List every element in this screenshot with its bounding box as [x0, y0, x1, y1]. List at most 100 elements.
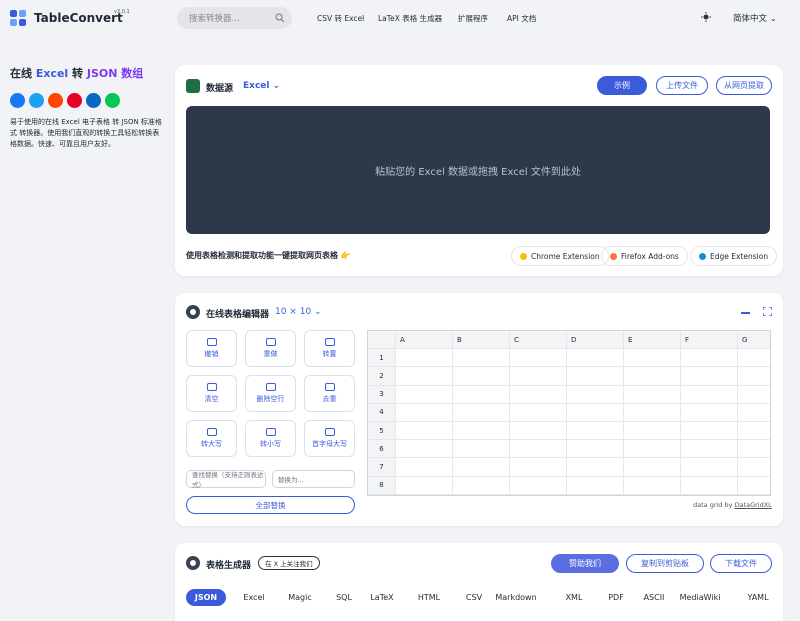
linkedin[interactable]	[86, 93, 101, 108]
extension-link[interactable]: Firefox Add-ons	[601, 246, 688, 266]
cell[interactable]	[396, 422, 453, 441]
cell[interactable]	[453, 367, 510, 386]
cell[interactable]	[567, 440, 624, 459]
format-select[interactable]: Excel ⌄	[243, 81, 281, 91]
size-select[interactable]: 10 × 10 ⌄	[275, 307, 322, 317]
cell[interactable]	[453, 403, 510, 422]
dropzone[interactable]: 粘贴您的 Excel 数据或拖拽 Excel 文件到此处	[186, 106, 770, 234]
nav-link[interactable]: 扩展程序	[458, 14, 488, 23]
format-tab[interactable]: CSV	[465, 593, 483, 602]
cell[interactable]	[396, 385, 453, 404]
cell[interactable]	[453, 458, 510, 477]
cell[interactable]	[453, 476, 510, 495]
cell[interactable]	[681, 422, 738, 441]
cell[interactable]	[510, 422, 567, 441]
cell[interactable]	[738, 404, 770, 422]
search-box[interactable]: 搜索转换器...	[177, 7, 292, 29]
pinterest[interactable]	[67, 93, 82, 108]
cell[interactable]	[738, 386, 770, 404]
format-tab[interactable]: MediaWiki	[679, 593, 721, 602]
format-tab[interactable]: SQL	[336, 593, 352, 602]
cell[interactable]	[738, 458, 770, 477]
cell[interactable]	[396, 349, 453, 368]
line[interactable]	[105, 93, 120, 108]
cell[interactable]	[510, 385, 567, 404]
nav-link[interactable]: LaTeX 表格 生成器	[378, 14, 443, 23]
tool-button[interactable]: 撤销	[186, 330, 237, 367]
theme-toggle[interactable]	[701, 12, 711, 22]
cell[interactable]	[396, 458, 453, 477]
cell[interactable]	[567, 422, 624, 441]
cell[interactable]	[624, 458, 681, 477]
cell[interactable]	[738, 367, 770, 386]
tool-button[interactable]: 转置	[304, 330, 355, 367]
cell[interactable]	[624, 422, 681, 441]
cell[interactable]	[567, 385, 624, 404]
cell[interactable]	[624, 367, 681, 386]
format-tab[interactable]: Markdown	[495, 593, 537, 602]
format-tab[interactable]: HTML	[417, 593, 441, 602]
source-button[interactable]: 从网页提取	[716, 76, 772, 95]
tool-button[interactable]: 转小写	[245, 420, 296, 457]
nav-link[interactable]: CSV 转 Excel	[317, 14, 365, 23]
format-tab[interactable]: PDF	[608, 593, 624, 602]
cell[interactable]	[681, 367, 738, 386]
cell[interactable]	[453, 422, 510, 441]
format-tab[interactable]: XML	[565, 593, 583, 602]
generator-button[interactable]: 赞助我们	[551, 554, 619, 573]
extension-link[interactable]: Chrome Extension	[511, 246, 609, 266]
cell[interactable]	[738, 422, 770, 441]
language-select[interactable]: 简体中文 ⌄	[733, 14, 777, 24]
cell[interactable]	[567, 476, 624, 495]
cell[interactable]	[510, 403, 567, 422]
minimize[interactable]	[741, 312, 750, 314]
cell[interactable]	[396, 476, 453, 495]
replace-all-button[interactable]: 全部替换	[186, 496, 355, 514]
cell[interactable]	[396, 367, 453, 386]
cell[interactable]	[624, 476, 681, 495]
cell[interactable]	[681, 403, 738, 422]
cell[interactable]	[396, 440, 453, 459]
format-tab[interactable]: YAML	[747, 593, 769, 602]
fullscreen[interactable]	[763, 307, 772, 316]
reddit[interactable]	[48, 93, 63, 108]
find-input[interactable]: 查找替换（支持正则表达式）	[186, 470, 266, 489]
cell[interactable]	[624, 403, 681, 422]
twitter[interactable]	[29, 93, 44, 108]
cell[interactable]	[681, 385, 738, 404]
cell[interactable]	[681, 349, 738, 368]
cell[interactable]	[453, 440, 510, 459]
cell[interactable]	[624, 349, 681, 368]
tool-button[interactable]: 首字母大写	[304, 420, 355, 457]
cell[interactable]	[567, 403, 624, 422]
format-tab[interactable]: ASCII	[643, 593, 665, 602]
cell[interactable]	[681, 440, 738, 459]
source-button[interactable]: 示例	[597, 76, 647, 95]
cell[interactable]	[510, 440, 567, 459]
cell[interactable]	[453, 385, 510, 404]
cell[interactable]	[510, 476, 567, 495]
extension-link[interactable]: Edge Extension	[690, 246, 778, 266]
tool-button[interactable]: 转大写	[186, 420, 237, 457]
tool-button[interactable]: 清空	[186, 375, 237, 412]
logo[interactable]	[10, 10, 26, 26]
replace-input[interactable]: 替换为...	[272, 470, 355, 488]
cell[interactable]	[510, 367, 567, 386]
source-button[interactable]: 上传文件	[656, 76, 708, 95]
cell[interactable]	[510, 458, 567, 477]
format-tab[interactable]: JSON	[186, 589, 226, 606]
facebook[interactable]	[10, 93, 25, 108]
cell[interactable]	[567, 458, 624, 477]
format-tab[interactable]: LaTeX	[370, 593, 394, 602]
format-tab[interactable]: Magic	[288, 593, 312, 602]
cell[interactable]	[681, 476, 738, 495]
tool-button[interactable]: 重做	[245, 330, 296, 367]
cell[interactable]	[567, 349, 624, 368]
generator-button[interactable]: 下载文件	[710, 554, 772, 573]
cell[interactable]	[624, 385, 681, 404]
tool-button[interactable]: 去重	[304, 375, 355, 412]
cell[interactable]	[453, 349, 510, 368]
follow-button[interactable]: 在 X 上关注我们	[258, 556, 320, 570]
cell[interactable]	[738, 477, 770, 495]
